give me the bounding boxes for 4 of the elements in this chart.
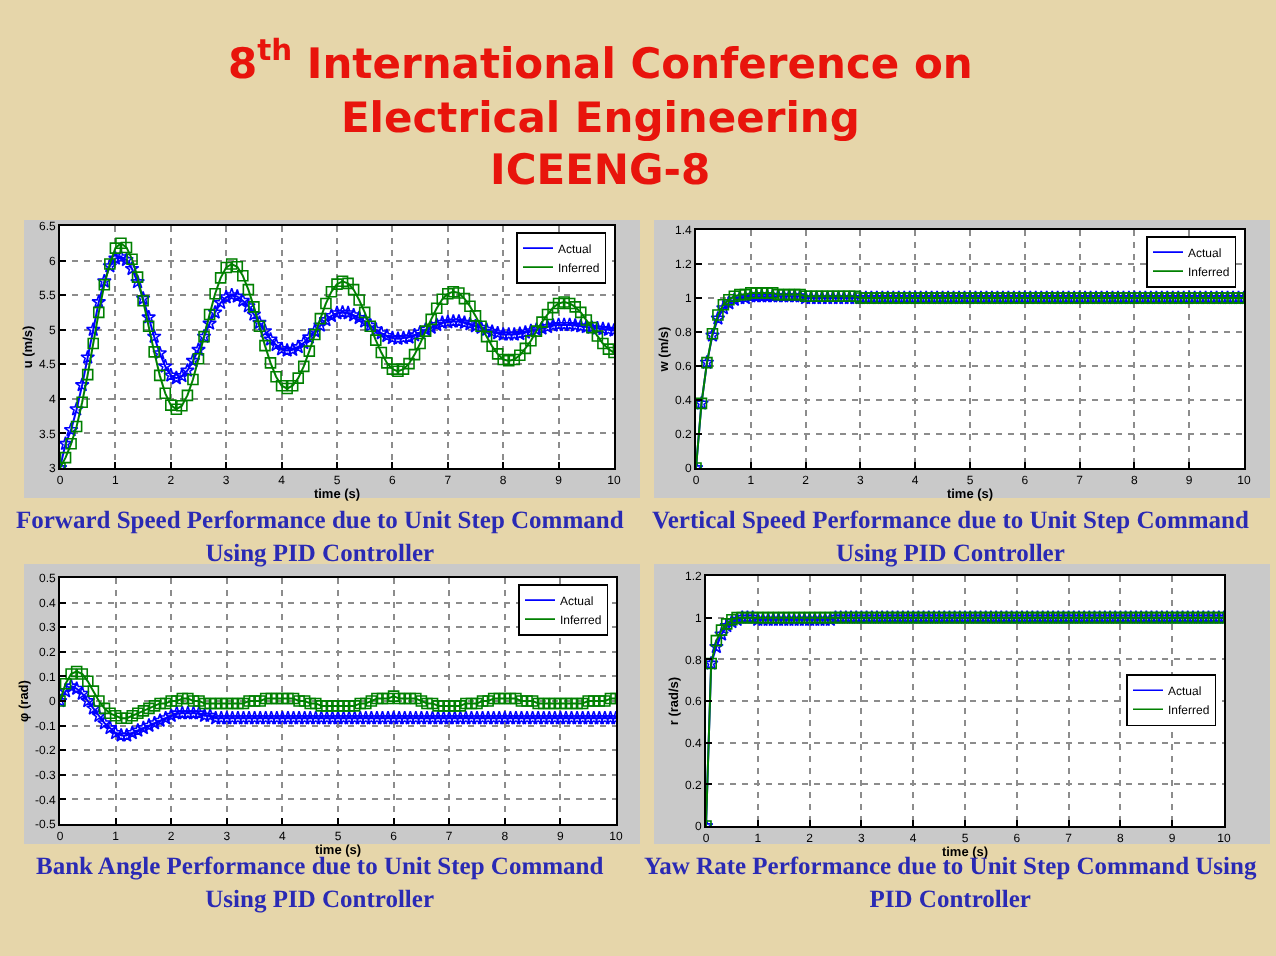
text: 8$^{th}$ International Conference on Electrical Engineering xyxy=(228,34,973,143)
text: Forward Speed Performance due to Unit Step Command Using PID Controller xyxy=(16,506,624,567)
text: ICEENG-8 xyxy=(490,146,711,194)
text: Vertical Speed Performance due to Unit Step Command Using PID Controller xyxy=(652,506,1250,567)
